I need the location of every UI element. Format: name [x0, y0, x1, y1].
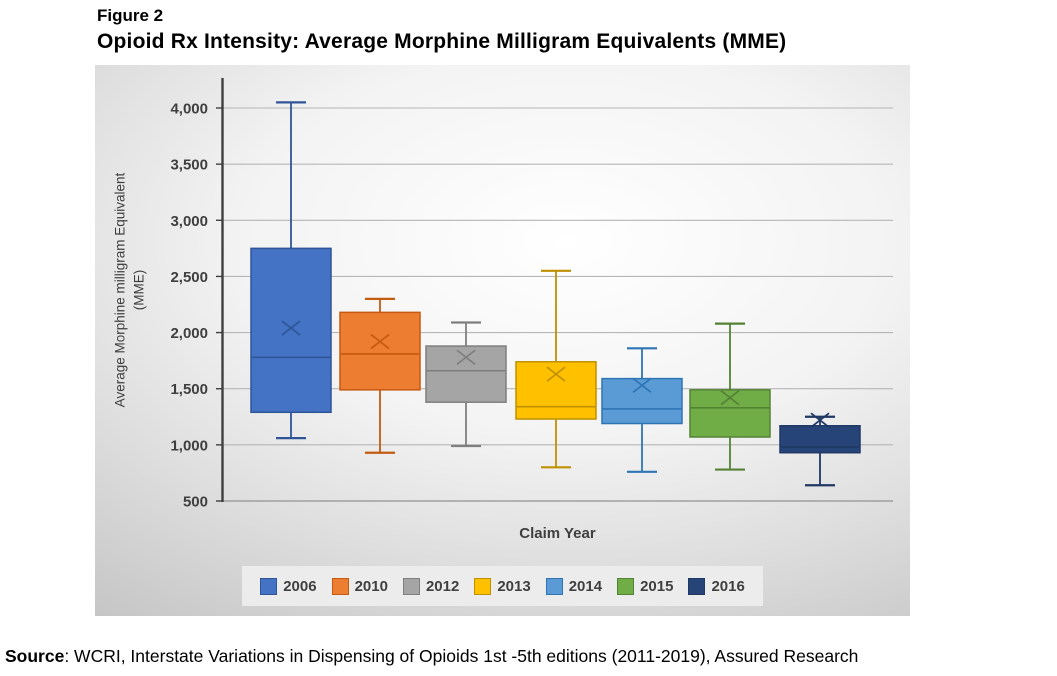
- legend-label-2006: 2006: [283, 577, 317, 595]
- legend-label-2012: 2012: [425, 577, 460, 595]
- legend-swatch-2006: [260, 577, 278, 595]
- y-tick-label-4000: 4,000: [170, 101, 208, 118]
- legend-item-2012: 2012: [402, 577, 460, 595]
- legend-item-2010: 2010: [331, 577, 388, 595]
- y-tick-label-2500: 2,500: [170, 269, 208, 286]
- y-tick-label-3500: 3,500: [170, 157, 208, 174]
- mean-marker-2016: [810, 412, 830, 428]
- y-tick-label-3000: 3,000: [170, 213, 208, 230]
- legend-swatch-2010: [331, 577, 349, 595]
- legend-label-2014: 2014: [568, 577, 603, 595]
- boxplot-2016: [779, 412, 861, 487]
- boxplot-2006: [250, 101, 332, 440]
- legend-item-2015: 2015: [617, 577, 674, 595]
- legend: 2006 2010 2012 2013 2014 2015 2016: [242, 566, 763, 606]
- y-axis-title: Average Morphine milligram Equivalent (M…: [112, 80, 156, 501]
- mean-marker-2014: [632, 377, 652, 394]
- legend-label-2016: 2016: [711, 577, 745, 595]
- y-axis-title-line2: (MME): [131, 269, 147, 311]
- boxplot-2014: [601, 347, 683, 473]
- chart-title: Opioid Rx Intensity: Average Morphine Mi…: [97, 30, 787, 53]
- legend-item-2014: 2014: [545, 577, 603, 595]
- source-label: Source: [5, 646, 65, 666]
- mean-marker-2010: [370, 333, 390, 350]
- y-axis-title-line1: Average Morphine milligram Equivalent: [112, 172, 128, 408]
- y-tick-label-500: 500: [183, 494, 208, 511]
- legend-swatch-2012: [402, 577, 420, 595]
- legend-item-2006: 2006: [260, 577, 317, 595]
- y-tick-label-1500: 1,500: [170, 381, 208, 398]
- legend-item-2016: 2016: [688, 577, 745, 595]
- legend-swatch-2015: [617, 577, 635, 595]
- boxplot-2013: [515, 269, 597, 469]
- iqr-box-2010: [339, 311, 421, 391]
- legend-label-2013: 2013: [497, 577, 531, 595]
- mean-marker-2015: [720, 390, 740, 406]
- legend-swatch-2014: [545, 577, 563, 595]
- legend-swatch-2016: [688, 577, 706, 595]
- source-line: Source: WCRI, Interstate Variations in D…: [5, 646, 858, 667]
- mean-marker-2006: [281, 320, 301, 336]
- boxplot-2010: [339, 297, 421, 454]
- legend-label-2015: 2015: [640, 577, 674, 595]
- iqr-box-2006: [250, 247, 332, 414]
- legend-label-2010: 2010: [354, 577, 388, 595]
- boxplot-chart: 500 1,000 1,500 2,000 2,500 3,000 3,500 4,000 A…: [95, 65, 910, 616]
- boxplot-2015: [689, 322, 771, 471]
- iqr-box-2016: [779, 425, 861, 454]
- boxplot-2012: [425, 321, 507, 448]
- x-axis-label: Claim Year: [519, 525, 596, 542]
- figure-label: Figure 2: [97, 6, 164, 25]
- mean-marker-2013: [546, 366, 566, 382]
- source-text: : WCRI, Interstate Variations in Dispens…: [64, 646, 859, 666]
- iqr-box-2012: [425, 345, 507, 403]
- legend-item-2013: 2013: [474, 577, 531, 595]
- plot-canvas: 500 1,000 1,500 2,000 2,500 3,000 3,500 4,000: [170, 78, 893, 511]
- legend-swatch-2013: [474, 577, 492, 595]
- y-tick-label-1000: 1,000: [170, 437, 208, 454]
- mean-marker-2012: [456, 349, 476, 365]
- iqr-box-2013: [515, 361, 597, 420]
- y-tick-label-2000: 2,000: [170, 325, 208, 342]
